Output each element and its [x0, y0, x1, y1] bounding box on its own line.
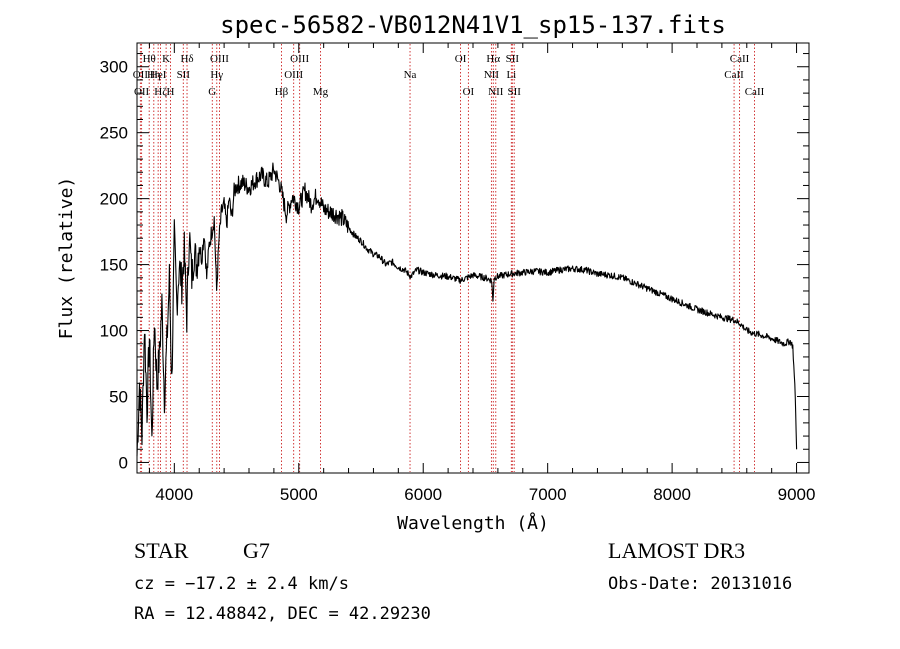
- y-tick-label: 250: [100, 124, 128, 143]
- observation-date: Obs-Date: 20131016: [608, 574, 793, 594]
- line-label: OI: [455, 53, 467, 65]
- y-tick-label: 300: [100, 58, 128, 77]
- x-tick-label: 8000: [653, 485, 691, 504]
- object-subclass: G7: [243, 538, 270, 563]
- x-tick-label: 9000: [778, 485, 816, 504]
- line-label: SII: [177, 69, 191, 81]
- line-label: NII: [488, 86, 504, 98]
- line-label: Hδ: [180, 53, 193, 65]
- x-tick-label: 4000: [155, 485, 193, 504]
- x-tick-label: 6000: [404, 485, 442, 504]
- line-label: SII: [506, 53, 520, 65]
- line-label: Hη: [147, 69, 161, 81]
- x-axis-label: Wavelength (Å): [397, 512, 549, 534]
- line-label: H: [166, 86, 174, 98]
- line-label: Hβ: [275, 86, 289, 98]
- axes: [136, 42, 810, 474]
- y-tick-label: 0: [119, 453, 128, 472]
- line-label: NII: [484, 69, 500, 81]
- axis-labels: 4000 5000 6000 7000 8000 9000 0 50 100 150 200 250 3…: [56, 11, 815, 534]
- line-label: SII: [507, 86, 521, 98]
- coordinates: RA = 12.48842, DEC = 42.29230: [134, 604, 431, 624]
- emission-line-markers: [139, 44, 755, 472]
- object-type: STAR: [134, 538, 189, 563]
- x-tick-label: 7000: [529, 485, 567, 504]
- spectrum-line: [136, 162, 798, 457]
- line-label: OI: [463, 86, 475, 98]
- y-axis-label: Flux (relative): [56, 177, 77, 340]
- x-tick-label: 5000: [280, 485, 318, 504]
- line-label: CaII: [745, 86, 765, 98]
- y-tick-label: 100: [100, 322, 128, 341]
- line-label: OII: [134, 86, 150, 98]
- chart-title: spec-56582-VB012N41V1_sp15-137.fits: [220, 11, 726, 39]
- line-label: Hθ: [143, 53, 156, 65]
- line-label: OII: [133, 69, 149, 81]
- line-label: Mg: [313, 86, 329, 98]
- line-label: HeI: [150, 69, 167, 81]
- line-label: OIII: [290, 53, 309, 65]
- line-label: CaII: [730, 53, 750, 65]
- line-label: K: [162, 53, 170, 65]
- line-label: OIII: [284, 69, 303, 81]
- line-label: Na: [404, 69, 417, 81]
- spectrum-series: [136, 162, 798, 457]
- plot-frame: [136, 42, 810, 474]
- line-label: CaII: [724, 69, 744, 81]
- line-label: OIII: [210, 53, 229, 65]
- redshift-value: cz = −17.2 ± 2.4 km/s: [134, 574, 349, 594]
- survey-name: LAMOST DR3: [608, 538, 746, 563]
- line-label: Hζ: [154, 86, 167, 98]
- line-label: Hα: [486, 53, 500, 65]
- y-tick-label: 200: [100, 190, 128, 209]
- y-tick-label: 150: [100, 256, 128, 275]
- line-label: Hγ: [210, 69, 223, 81]
- line-label: Li: [506, 69, 516, 81]
- line-label: G: [208, 86, 216, 98]
- y-tick-label: 50: [109, 387, 128, 406]
